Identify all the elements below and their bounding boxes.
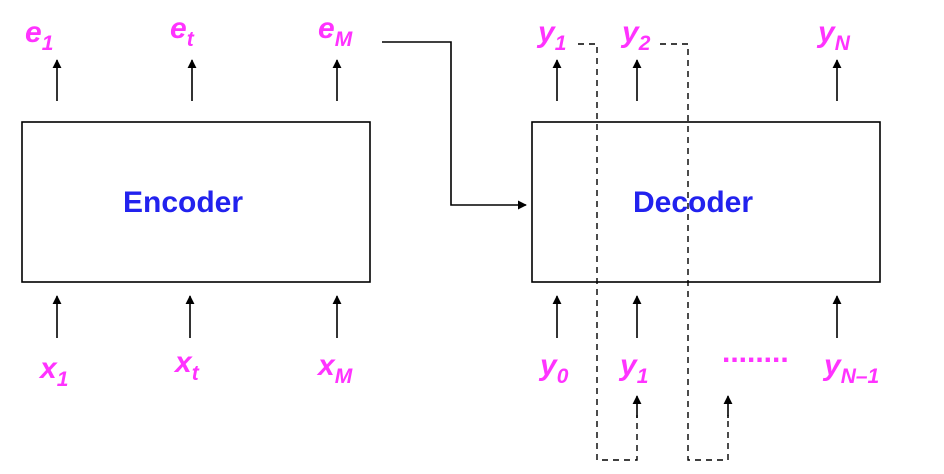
label-y-2-out: y2 bbox=[620, 16, 651, 55]
label-y-N-out: yN bbox=[816, 16, 851, 55]
label-y-N-1-in: yN–1 bbox=[822, 349, 879, 388]
label-x-t: xt bbox=[173, 346, 200, 385]
ellipsis: ........ bbox=[722, 336, 789, 369]
label-y-1-in: y1 bbox=[618, 349, 648, 388]
feedback-loop-y1 bbox=[578, 43, 638, 461]
label-e-M: eM bbox=[318, 12, 353, 51]
label-x-M: xM bbox=[316, 349, 353, 388]
decoder-label: Decoder bbox=[633, 186, 753, 219]
label-e-1: e1 bbox=[25, 16, 53, 55]
feedback-loop-y2 bbox=[660, 43, 729, 461]
label-y-0-in: y0 bbox=[538, 349, 569, 388]
encoder-box bbox=[21, 121, 371, 283]
encoder-label: Encoder bbox=[123, 186, 243, 219]
decoder-box bbox=[531, 121, 881, 283]
context-connector-arrow bbox=[382, 41, 527, 210]
label-x-1: x1 bbox=[38, 352, 68, 391]
label-e-t: et bbox=[170, 12, 195, 51]
label-y-1-out: y1 bbox=[536, 16, 566, 55]
